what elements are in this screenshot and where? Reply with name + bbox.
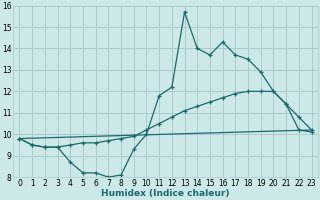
X-axis label: Humidex (Indice chaleur): Humidex (Indice chaleur): [101, 189, 230, 198]
